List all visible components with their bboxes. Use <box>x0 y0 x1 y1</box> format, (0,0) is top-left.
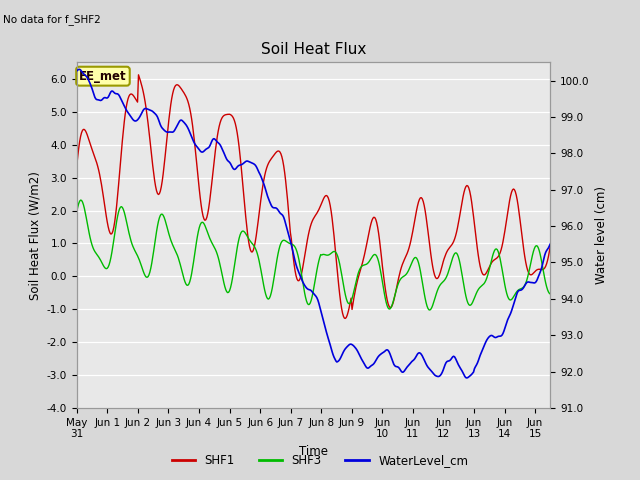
SHF3 <box>356 267 364 273</box>
SHF3 <box>73 209 81 215</box>
SHF1 <box>134 72 142 78</box>
SHF1 <box>547 242 554 248</box>
WaterLevel_cm <box>299 279 307 285</box>
WaterLevel_cm <box>76 67 83 72</box>
SHF1 <box>463 183 470 189</box>
WaterLevel_cm <box>462 375 470 381</box>
Y-axis label: Soil Heat Flux (W/m2): Soil Heat Flux (W/m2) <box>28 171 41 300</box>
WaterLevel_cm <box>537 267 545 273</box>
SHF1 <box>301 248 309 254</box>
SHF3 <box>426 307 434 313</box>
Text: No data for f_SHF2: No data for f_SHF2 <box>3 14 101 25</box>
WaterLevel_cm <box>301 284 309 289</box>
WaterLevel_cm <box>463 375 470 381</box>
SHF1 <box>299 265 307 271</box>
Title: Soil Heat Flux: Soil Heat Flux <box>261 42 366 57</box>
SHF1 <box>330 233 338 239</box>
SHF1 <box>342 315 349 321</box>
WaterLevel_cm <box>356 352 364 358</box>
SHF1 <box>356 266 364 272</box>
SHF3 <box>463 297 470 303</box>
SHF3 <box>301 294 309 300</box>
WaterLevel_cm <box>547 241 554 247</box>
SHF3 <box>77 197 84 203</box>
SHF3 <box>330 249 338 254</box>
Line: SHF1: SHF1 <box>77 75 550 318</box>
SHF1 <box>537 266 545 272</box>
Line: SHF3: SHF3 <box>77 200 550 310</box>
WaterLevel_cm <box>73 68 81 74</box>
WaterLevel_cm <box>330 354 338 360</box>
Y-axis label: Water level (cm): Water level (cm) <box>595 186 608 284</box>
SHF3 <box>299 279 307 285</box>
Legend: SHF1, SHF3, WaterLevel_cm: SHF1, SHF3, WaterLevel_cm <box>167 449 473 472</box>
X-axis label: Time: Time <box>299 445 328 458</box>
Text: EE_met: EE_met <box>79 70 127 83</box>
SHF3 <box>547 291 554 297</box>
Line: WaterLevel_cm: WaterLevel_cm <box>77 70 550 378</box>
SHF3 <box>537 255 545 261</box>
SHF1 <box>73 163 81 168</box>
